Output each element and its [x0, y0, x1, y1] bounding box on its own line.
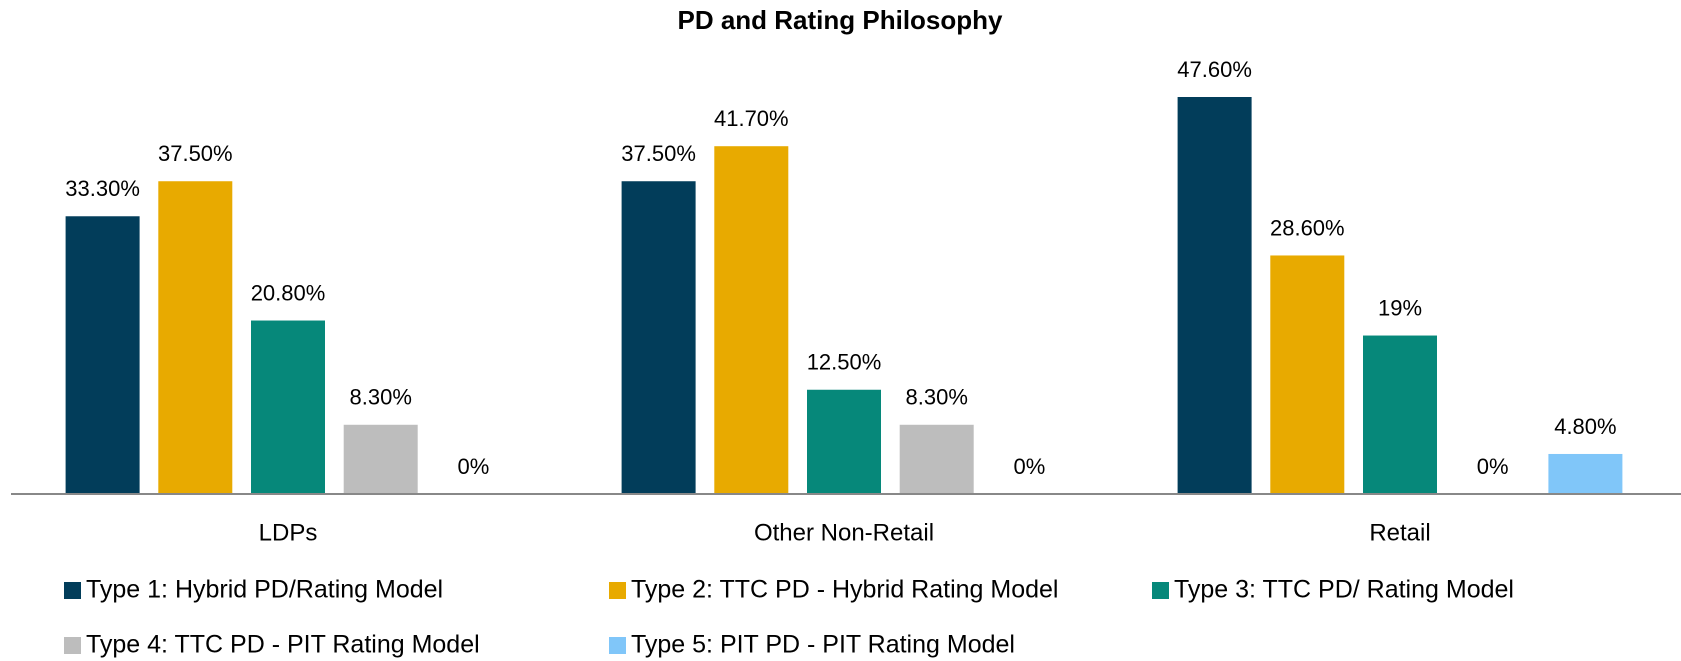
data-label: 47.60%	[1177, 57, 1252, 82]
bar	[158, 181, 233, 494]
bar	[714, 146, 789, 494]
data-label: 33.30%	[65, 176, 140, 201]
data-label: 28.60%	[1270, 215, 1345, 240]
data-label: 37.50%	[621, 141, 696, 166]
data-label: 8.30%	[906, 385, 968, 410]
data-label: 20.80%	[251, 280, 326, 305]
data-label: 12.50%	[807, 350, 882, 375]
data-label: 8.30%	[350, 385, 412, 410]
data-label: 0%	[1014, 454, 1046, 479]
legend-label: Type 3: TTC PD/ Rating Model	[1174, 576, 1514, 604]
bar	[251, 320, 325, 494]
bar	[899, 424, 974, 494]
legend-swatch	[64, 582, 81, 599]
bar	[1363, 335, 1437, 494]
data-label: 19%	[1378, 295, 1422, 320]
x-tick-label: Other Non-Retail	[754, 519, 934, 546]
legend-swatch	[64, 637, 81, 654]
data-label: 41.70%	[714, 106, 789, 131]
legend-label: Type 2: TTC PD - Hybrid Rating Model	[631, 576, 1058, 604]
x-tick-label: LDPs	[259, 519, 318, 546]
bar	[621, 181, 696, 494]
legend-swatch	[609, 637, 626, 654]
x-tick-label: Retail	[1369, 519, 1430, 546]
bar	[1177, 97, 1252, 494]
bar	[65, 216, 140, 495]
legend-label: Type 4: TTC PD - PIT Rating Model	[86, 631, 480, 659]
data-label: 0%	[1477, 454, 1509, 479]
legend-label: Type 5: PIT PD - PIT Rating Model	[631, 631, 1015, 659]
bar	[343, 424, 418, 494]
bar	[807, 389, 881, 494]
legend-swatch	[1152, 582, 1169, 599]
legend-label: Type 1: Hybrid PD/Rating Model	[86, 576, 443, 604]
legend-swatch	[609, 582, 626, 599]
data-label: 0%	[458, 454, 490, 479]
data-label: 37.50%	[158, 141, 233, 166]
bar	[1270, 255, 1345, 494]
bar	[1548, 453, 1623, 494]
data-label: 4.80%	[1554, 414, 1616, 439]
chart-title: PD and Rating Philosophy	[677, 5, 1003, 35]
